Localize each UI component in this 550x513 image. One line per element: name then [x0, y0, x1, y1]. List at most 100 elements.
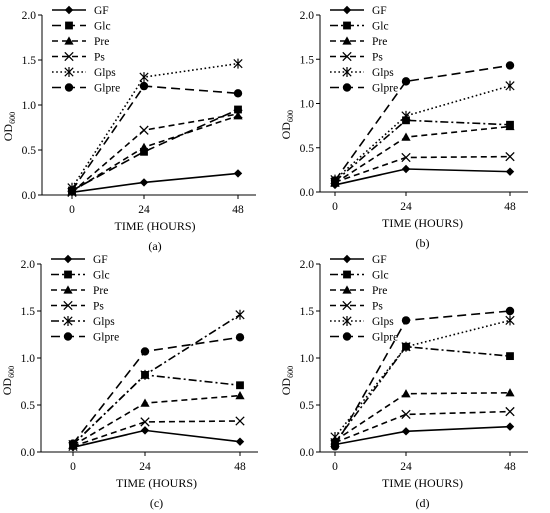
- data-point: [401, 389, 411, 398]
- data-point: [140, 347, 150, 356]
- legend-label: Glc: [93, 270, 110, 282]
- series-gf: [67, 169, 243, 197]
- series-glpre: [330, 61, 515, 185]
- data-point: [505, 167, 515, 176]
- legend-label: Glps: [93, 316, 115, 328]
- y-axis-label: OD600: [279, 366, 295, 395]
- legend-marker: [342, 51, 352, 62]
- data-point: [233, 109, 243, 119]
- y-tick-label: 1.0: [300, 99, 315, 111]
- y-tick-label: 0.5: [300, 143, 315, 155]
- legend-marker: [64, 51, 74, 62]
- data-point: [505, 388, 515, 397]
- data-point: [234, 105, 242, 114]
- legend-marker: [65, 21, 73, 30]
- legend-marker: [63, 285, 73, 294]
- series-line: [334, 125, 511, 184]
- data-point: [401, 164, 411, 174]
- legend-marker: [63, 254, 73, 264]
- data-point: [330, 442, 340, 451]
- legend-marker: [342, 83, 352, 92]
- legend-marker: [342, 285, 352, 294]
- x-tick-label: 24: [139, 461, 151, 473]
- x-axis-label: TIME (HOURS): [115, 219, 196, 233]
- data-point: [235, 416, 245, 426]
- y-tick-label: 0.0: [300, 447, 315, 459]
- legend-marker: [342, 300, 352, 311]
- legend-label: Glps: [94, 67, 116, 79]
- legend-label: GF: [372, 254, 387, 266]
- y-tick-label: 1.5: [300, 306, 315, 318]
- y-tick-label: 1.5: [21, 306, 36, 318]
- y-tick-label: 0.0: [22, 190, 37, 202]
- series-line: [71, 108, 239, 192]
- y-tick-label: 1.0: [300, 353, 315, 365]
- panel-label: (a): [148, 239, 161, 253]
- data-point: [506, 352, 514, 361]
- legend-entry: Pre: [330, 285, 387, 297]
- data-point: [233, 58, 243, 69]
- panel-label: (d): [416, 496, 430, 510]
- panel-label: (b): [416, 236, 430, 250]
- legend-entry: Glpre: [330, 332, 398, 344]
- legend-entry: Pre: [51, 285, 108, 297]
- data-point: [68, 439, 78, 448]
- x-tick-label: 48: [504, 461, 516, 473]
- series-line: [72, 429, 241, 449]
- data-point: [233, 169, 243, 178]
- legend-marker: [342, 254, 352, 264]
- data-point: [330, 431, 340, 442]
- data-point: [236, 381, 244, 390]
- legend-entry: Ps: [330, 301, 383, 313]
- x-tick-label: 0: [332, 201, 338, 213]
- y-axis-label: OD600: [279, 110, 295, 139]
- series-gf: [330, 164, 515, 190]
- legend-label: Glc: [372, 21, 389, 33]
- legend-marker: [64, 67, 74, 77]
- legend-entry: GF: [51, 254, 108, 266]
- data-point: [505, 80, 515, 91]
- legend-entry: Glpre: [330, 83, 398, 95]
- legend-entry: Glc: [52, 21, 111, 33]
- legend-label: GF: [94, 5, 109, 17]
- y-tick-label: 1.0: [22, 100, 37, 112]
- legend-marker: [342, 36, 352, 45]
- series-glps: [330, 315, 515, 442]
- legend-label: Ps: [94, 52, 105, 64]
- legend-marker: [342, 316, 352, 326]
- legend-marker: [64, 83, 74, 92]
- data-point: [140, 369, 150, 380]
- data-point: [401, 152, 411, 163]
- legend-label: Glps: [372, 316, 394, 328]
- legend-entry: Ps: [330, 52, 383, 64]
- data-point: [139, 142, 149, 151]
- data-point: [235, 309, 245, 320]
- legend-entry: Glps: [330, 67, 394, 79]
- data-point: [139, 81, 149, 91]
- y-axis-label: OD600: [1, 112, 17, 141]
- legend-label: Glc: [94, 21, 111, 33]
- y-tick-label: 2.0: [300, 10, 315, 22]
- legend-marker: [63, 316, 73, 326]
- x-tick-label: 24: [138, 204, 150, 216]
- x-tick-label: 24: [400, 461, 412, 473]
- x-axis-label: TIME (HOURS): [382, 476, 463, 490]
- legend-entry: Glc: [51, 270, 110, 282]
- legend-entry: Glpre: [51, 332, 119, 344]
- legend-entry: Glps: [330, 316, 394, 328]
- data-point: [139, 178, 149, 187]
- data-point: [505, 121, 515, 131]
- data-point: [235, 437, 245, 446]
- data-point: [505, 151, 515, 162]
- legend-label: Glps: [372, 67, 394, 79]
- legend-label: Glpre: [94, 83, 120, 95]
- data-point: [235, 391, 245, 400]
- data-point: [401, 427, 411, 436]
- data-point: [401, 132, 411, 141]
- legend-entry: Ps: [52, 52, 105, 64]
- series-line: [334, 391, 511, 442]
- legend-entry: Glc: [330, 21, 389, 33]
- data-point: [139, 72, 149, 83]
- series-gf: [330, 422, 515, 449]
